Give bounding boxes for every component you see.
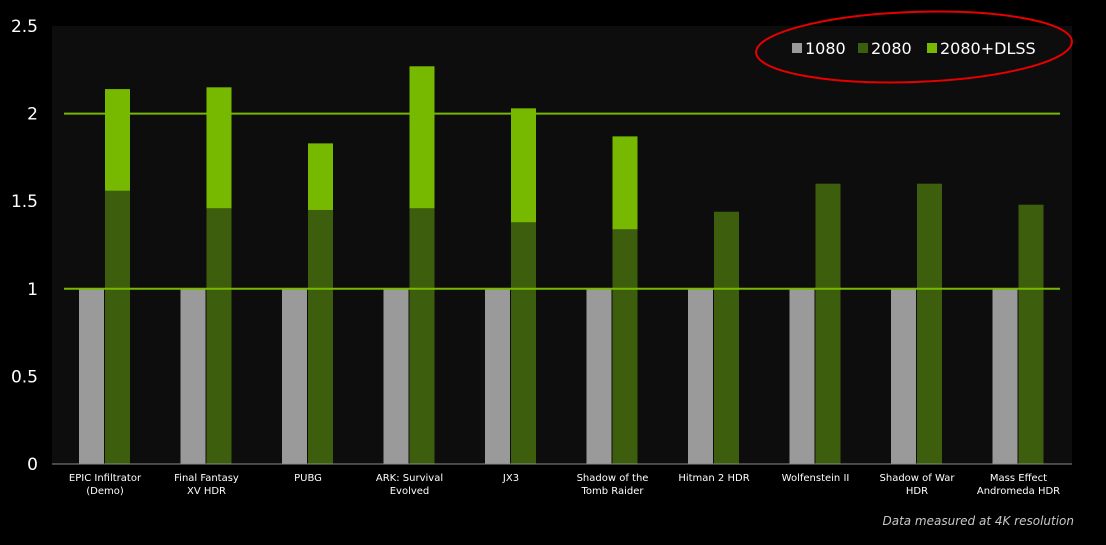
bar-2080	[511, 222, 536, 464]
y-tick-label: 2.5	[11, 17, 38, 37]
y-tick-label: 0.5	[11, 367, 38, 387]
bar-1080	[282, 288, 307, 464]
x-tick-label: Mass Effect	[990, 473, 1047, 484]
x-tick-label: ARK: Survival	[376, 473, 443, 484]
x-tick-label: Evolved	[390, 486, 430, 497]
bar-2080	[714, 211, 739, 464]
bar-1080	[789, 288, 815, 464]
bar-2080	[308, 209, 333, 464]
bar-1080	[992, 288, 1018, 464]
x-tick-label: (Demo)	[86, 486, 124, 497]
bar-1080	[688, 288, 713, 464]
bar-2080	[815, 183, 841, 464]
legend-label: 2080	[871, 39, 912, 58]
bar-1080	[891, 288, 916, 464]
legend: 1080 2080 2080+DLSS	[792, 39, 1036, 58]
bar-2080	[105, 190, 130, 465]
legend-label: 1080	[805, 39, 846, 58]
legend-highlight-ellipse	[755, 10, 1073, 84]
bar-2080	[612, 229, 638, 464]
x-tick-label: Hitman 2 HDR	[678, 473, 749, 484]
x-tick-label: Andromeda HDR	[977, 486, 1060, 497]
legend-swatch	[927, 43, 937, 53]
y-tick-label: 2	[27, 105, 38, 125]
legend-swatch	[858, 43, 868, 53]
bar-2080	[1018, 204, 1044, 465]
x-tick-label: Tomb Raider	[580, 486, 644, 497]
x-tick-label: HDR	[906, 486, 928, 497]
x-tick-label: EPIC Infiltrator	[69, 473, 142, 484]
bar-2080	[206, 208, 232, 464]
x-tick-label: Shadow of War	[880, 473, 956, 484]
bar-2080	[409, 208, 435, 464]
x-tick-label: Final Fantasy	[174, 473, 239, 484]
bar-2080	[917, 183, 942, 464]
x-tick-label: Wolfenstein II	[782, 473, 850, 484]
footnote: Data measured at 4K resolution	[882, 514, 1074, 528]
legend-label: 2080+DLSS	[940, 39, 1036, 58]
x-tick-label: XV HDR	[187, 486, 226, 497]
bar-1080	[383, 288, 409, 464]
bar-1080	[180, 288, 206, 464]
y-tick-label: 1.5	[11, 192, 38, 212]
y-tick-label: 0	[27, 455, 38, 475]
bar-1080	[586, 288, 612, 464]
legend-swatch	[792, 43, 802, 53]
x-tick-label: PUBG	[294, 473, 322, 484]
y-tick-label: 1	[27, 280, 38, 300]
x-tick-label: JX3	[502, 473, 519, 484]
bar-1080	[485, 288, 510, 464]
x-tick-label: Shadow of the	[577, 473, 649, 484]
bar-1080	[79, 288, 104, 464]
